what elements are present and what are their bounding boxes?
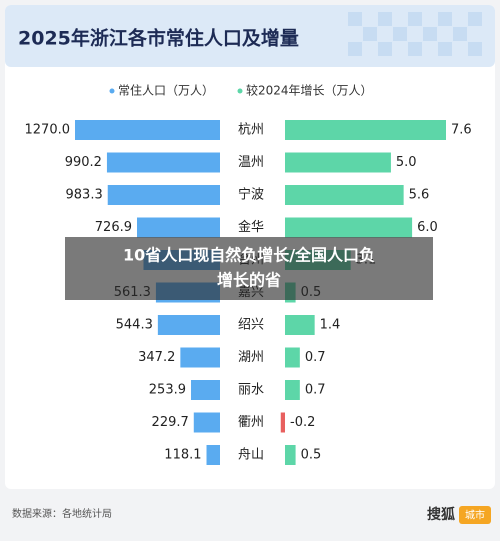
value-label: 990.2 [65, 155, 102, 170]
value-label: 6.0 [417, 220, 438, 235]
value-label: -0.2 [290, 415, 315, 430]
bar [137, 217, 220, 238]
value-label: 983.3 [66, 188, 103, 203]
bar [280, 412, 285, 433]
logo-badge [459, 506, 491, 524]
bar [285, 445, 296, 465]
value-label: 1.4 [320, 318, 341, 333]
value-label: 0.7 [305, 383, 326, 398]
legend-swatch [237, 88, 243, 94]
value-label: 1270.0 [25, 123, 71, 138]
logo-tag: 城市 [465, 509, 485, 522]
value-label: 118.1 [164, 448, 201, 463]
value-label: 0.7 [305, 350, 326, 365]
bar [285, 185, 404, 205]
bar [285, 347, 300, 368]
bar [285, 217, 413, 238]
logo-brand: 搜狐 [427, 506, 455, 523]
legend-label: 较2024年增长（万人） [246, 83, 373, 98]
bar [191, 380, 220, 400]
category-label: 杭州 [238, 123, 264, 138]
title-bar [5, 5, 495, 67]
chart-title: 2025年浙江各市常住人口及增量 [18, 27, 299, 50]
banner [65, 237, 433, 300]
bar [180, 347, 220, 368]
value-label: 0.5 [301, 448, 322, 463]
value-label: 726.9 [95, 220, 132, 235]
value-label: 7.6 [451, 123, 472, 138]
legend-swatch [109, 88, 115, 94]
value-label: 253.9 [149, 383, 186, 398]
bar [75, 120, 220, 140]
legend-label: 常住人口（万人） [118, 84, 214, 98]
bar [193, 412, 220, 433]
value-label: 5.6 [409, 188, 430, 203]
banner-text: 增长的省 [217, 271, 281, 290]
value-label: 347.2 [138, 350, 175, 365]
value-label: 229.7 [152, 415, 189, 430]
category-label: 丽水 [238, 383, 264, 398]
bar [157, 315, 220, 335]
category-label: 宁波 [238, 187, 264, 203]
value-label: 544.3 [116, 318, 153, 333]
category-label: 温州 [238, 155, 264, 170]
bar [106, 152, 220, 173]
value-label: 5.0 [396, 155, 417, 170]
category-label: 湖州 [238, 350, 264, 365]
bar [285, 380, 300, 400]
category-label: 衢州 [238, 415, 264, 430]
bar [285, 315, 315, 335]
category-label: 舟山 [238, 448, 264, 463]
category-label: 金华 [238, 219, 264, 235]
bar [107, 185, 220, 205]
bar [206, 445, 220, 465]
bar [285, 120, 446, 140]
bar [285, 152, 391, 173]
category-label: 绍兴 [238, 318, 264, 333]
banner-text: 10省人口现自然负增长/全国人口负 [123, 246, 375, 265]
decoration [348, 12, 482, 56]
source: 数据来源：各地统计局 [12, 507, 112, 520]
